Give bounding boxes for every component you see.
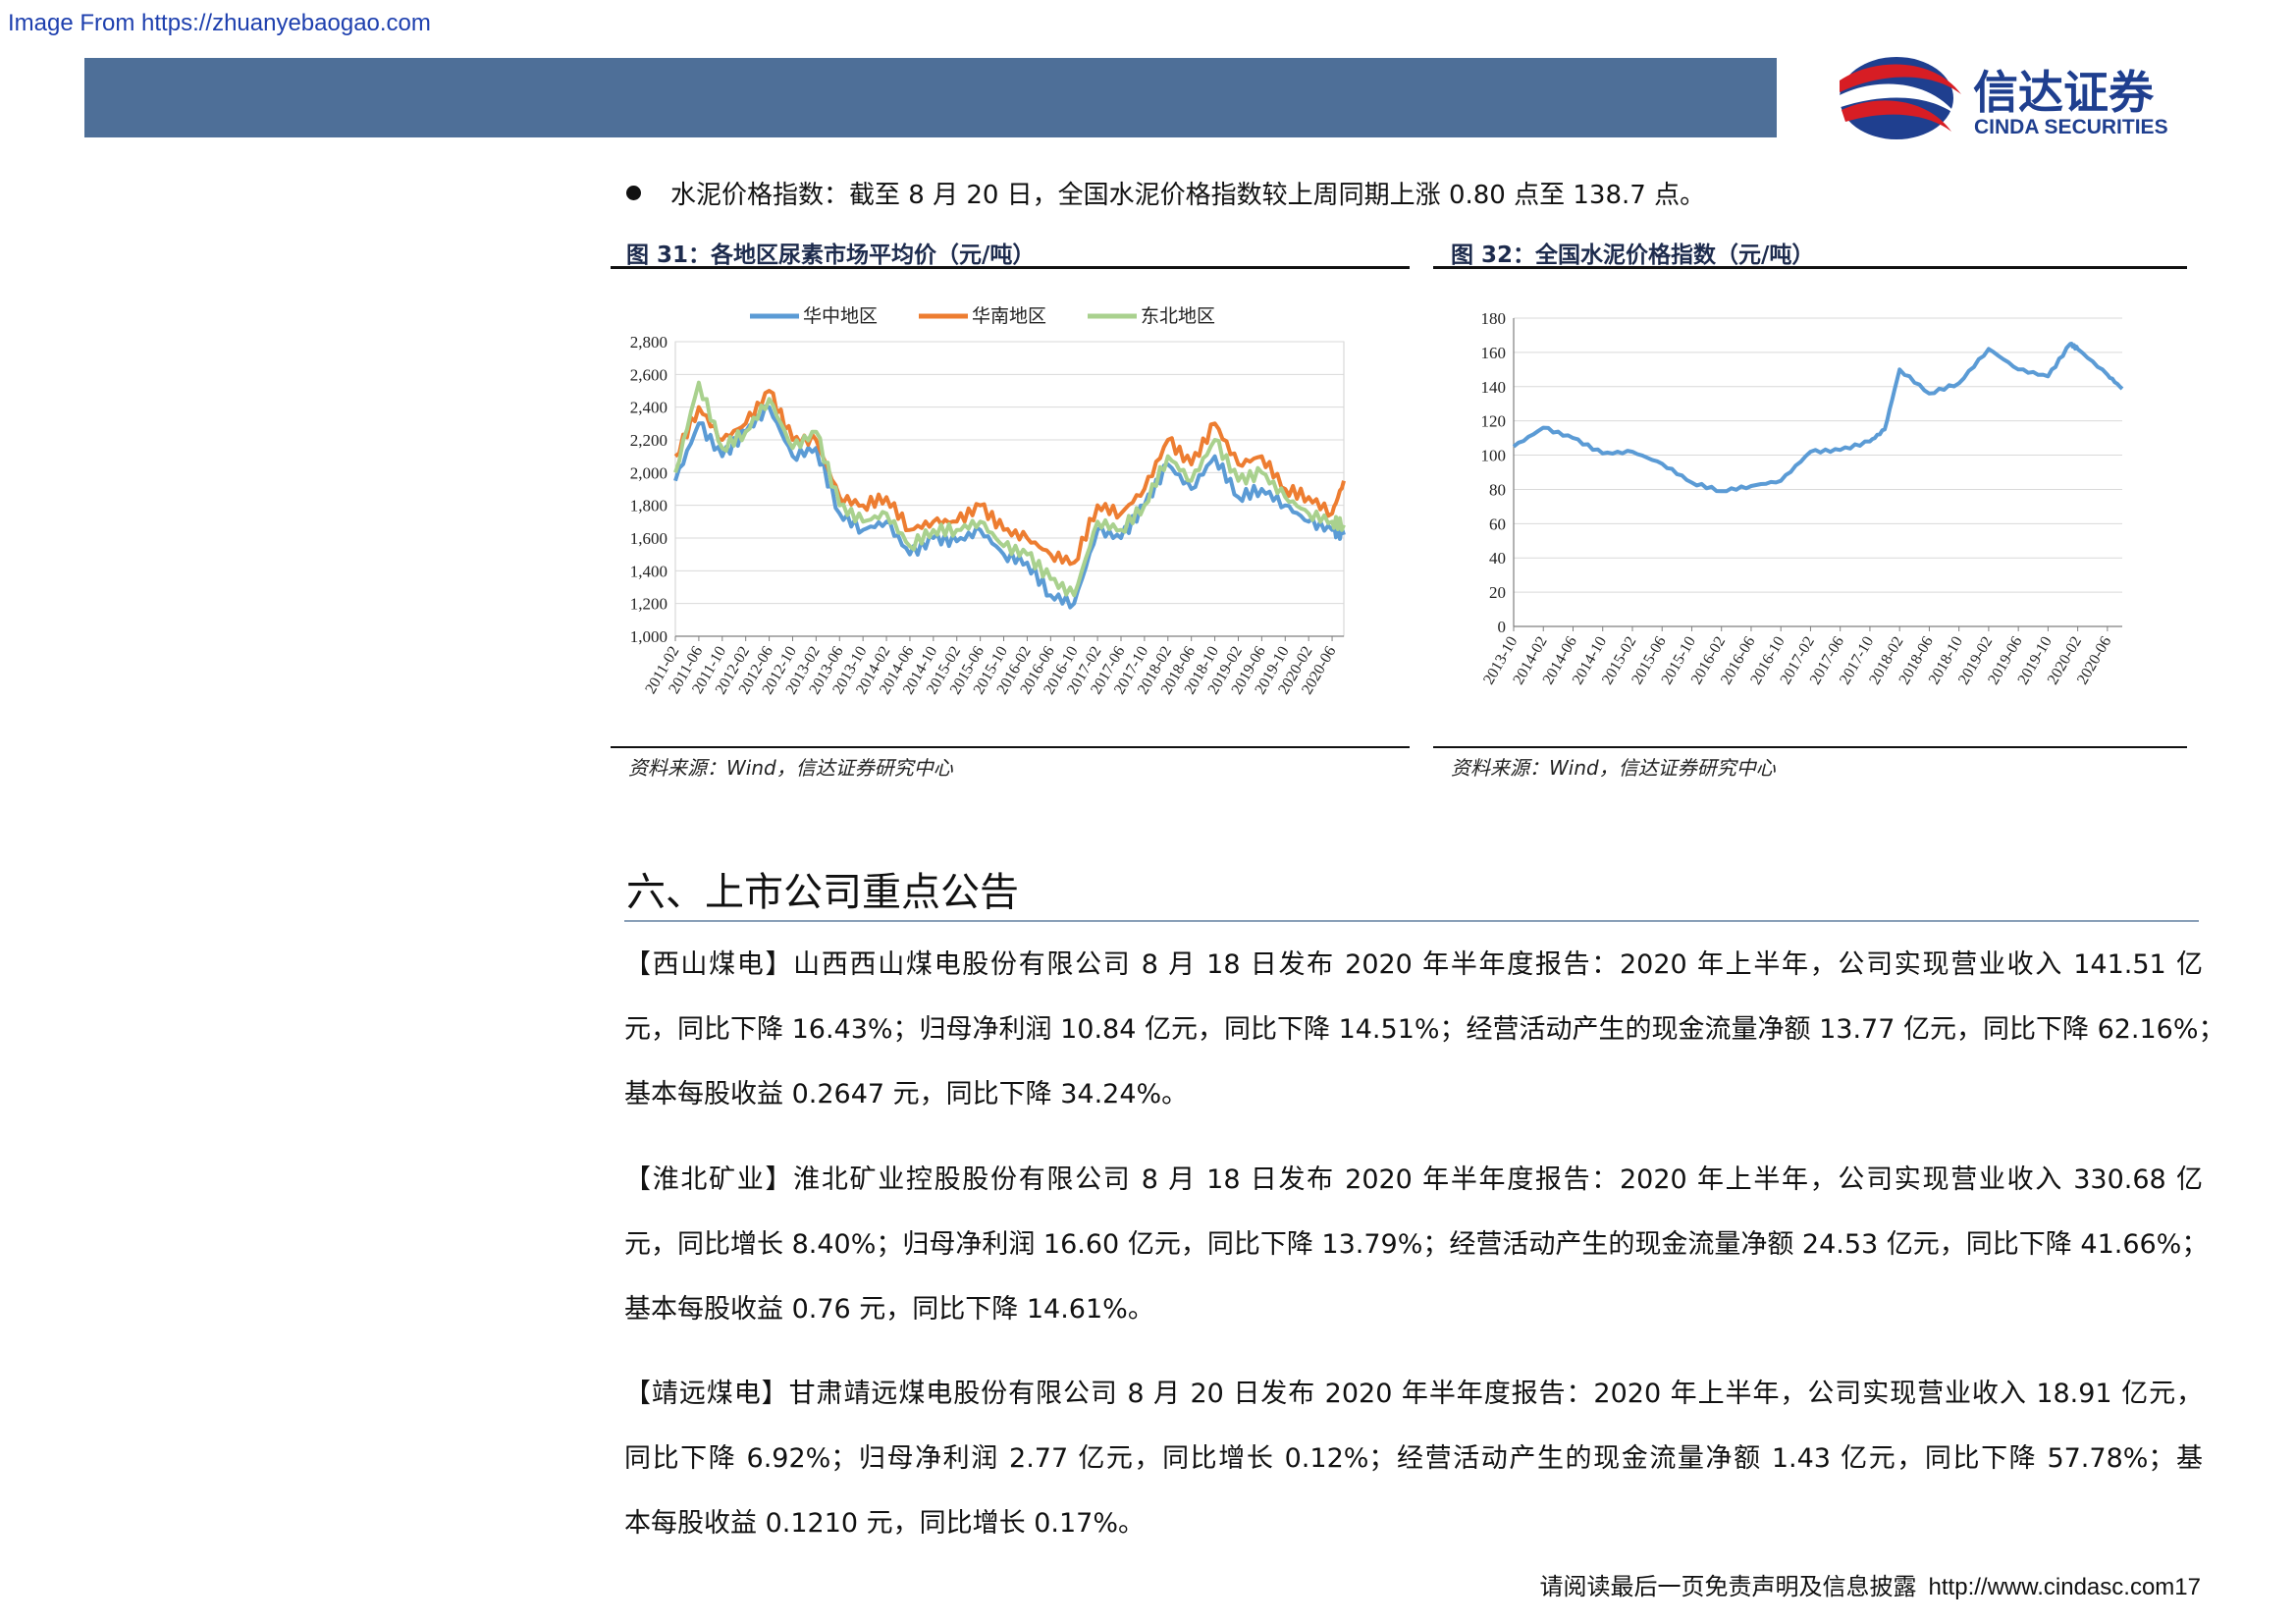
figure-31-source: 资料来源：Wind，信达证券研究中心 [628,756,953,780]
y-tick-label: 40 [1489,549,1506,568]
y-tick-label: 2,000 [630,463,667,482]
y-tick-label: 140 [1481,378,1507,397]
y-tick-label: 80 [1489,480,1506,499]
legend-label: 东北地区 [1141,305,1215,327]
figure-31-title: 图 31：各地区尿素市场平均价（元/吨） [626,243,1036,268]
bullet-text: 水泥价格指数：截至 8 月 20 日，全国水泥价格指数较上周同期上涨 0.80 … [670,181,1706,210]
announcement-line: 基本每股收益 0.2647 元，同比下降 34.24%。 [624,1079,1189,1110]
cinda-logo-mark: 信达证券 CINDA SECURITIES [1838,57,2168,139]
y-tick-label: 0 [1498,618,1507,636]
y-tick-label: 2,400 [630,399,667,417]
footer-disclaimer: 请阅读最后一页免责声明及信息披露 [1539,1573,1917,1600]
announcement-line: 【淮北矿业】淮北矿业控股股份有限公司 8 月 18 日发布 2020 年半年度报… [624,1164,2203,1195]
urea-price-chart: 1,000 1,200 1,400 1,600 1,800 2,000 2,200 2,400… [630,305,1346,697]
announcement-line: 基本每股收益 0.76 元，同比下降 14.61%。 [624,1294,1154,1325]
cement-index-chart: 0204060801001201401601802013-102014-0220… [1480,309,2124,687]
announcement-xishan: 【西山煤电】山西西山煤电股份有限公司 8 月 18 日发布 2020 年半年度报… [624,933,2225,1127]
y-tick-label: 180 [1481,309,1507,328]
y-tick-label: 1,000 [630,627,667,646]
brand-name-en: CINDA SECURITIES [1974,116,2168,138]
series-line [673,389,1346,567]
figure-31-top-rule [611,266,1410,269]
y-tick-label: 20 [1489,583,1506,602]
y-tick-label: 2,800 [630,333,667,352]
page-number: 17 [2174,1574,2201,1600]
announcement-line: 元，同比下降 16.43%；归母净利润 10.84 亿元，同比下降 14.51%… [624,1014,2225,1045]
figure-31-chart: 1,000 1,200 1,400 1,600 1,800 2,000 2,200 2,400… [611,271,1410,746]
series-line [673,404,1346,610]
watermark-text: Image From https://zhuanyebaogao.com [8,10,431,36]
announcement-huaibei: 【淮北矿业】淮北矿业控股股份有限公司 8 月 18 日发布 2020 年半年度报… [624,1148,2209,1342]
footer-url-link[interactable]: http://www.cindasc.com17 [1929,1574,2201,1600]
y-tick-label: 1,200 [630,595,667,614]
brand-name-cn: 信达证券 [1973,66,2155,119]
announcement-line: 元，同比增长 8.40%；归母净利润 16.60 亿元，同比下降 13.79%；… [624,1229,2209,1260]
section-rule [624,920,2199,922]
bullet-dot-icon [626,186,641,200]
legend-label: 华南地区 [972,305,1046,327]
brand-logo: 信达证券 CINDA SECURITIES [1836,51,2248,145]
header-band [84,58,1777,137]
section-title: 六、上市公司重点公告 [626,870,1019,915]
announcement-line: 同比下降 6.92%；归母净利润 2.77 亿元，同比增长 0.12%；经营活动… [624,1443,2203,1474]
footer: 请阅读最后一页免责声明及信息披露 http://www.cindasc.com17 [1540,1567,2201,1601]
y-tick-label: 120 [1481,412,1507,431]
announcement-line: 本每股收益 0.1210 元，同比增长 0.17%。 [624,1508,1145,1539]
announcement-line: 【靖远煤电】甘肃靖远煤电股份有限公司 8 月 20 日发布 2020 年半年度报… [624,1379,2203,1409]
figure-32-source: 资料来源：Wind，信达证券研究中心 [1451,756,1776,780]
y-tick-label: 60 [1489,514,1506,533]
announcement-jingyuan: 【靖远煤电】甘肃靖远煤电股份有限公司 8 月 20 日发布 2020 年半年度报… [624,1362,2203,1556]
figure-31-bottom-rule [611,746,1410,748]
plot-frame [674,341,1345,637]
y-tick-label: 1,400 [630,562,667,580]
figure-32-chart: 0 20 40 60 80 100 120 140 160 180 2013-10 2014-02 20… [1433,271,2187,746]
legend-label: 华中地区 [803,305,878,327]
bullet-cement-index: 水泥价格指数：截至 8 月 20 日，全国水泥价格指数较上周同期上涨 0.80 … [626,175,1705,211]
series-line [673,380,1346,598]
figure-32-top-rule [1433,266,2187,269]
announcement-line: 【西山煤电】山西西山煤电股份有限公司 8 月 18 日发布 2020 年半年度报… [624,949,2203,980]
y-tick-label: 1,800 [630,497,667,515]
figure-32-title: 图 32：全国水泥价格指数（元/吨） [1451,243,1815,268]
y-tick-label: 100 [1481,447,1507,465]
y-tick-label: 2,200 [630,431,667,450]
y-tick-label: 160 [1481,344,1507,362]
y-tick-label: 2,600 [630,365,667,384]
series-line [1512,342,2124,494]
y-tick-label: 1,600 [630,529,667,548]
footer-url[interactable]: http://www.cindasc.com [1928,1574,2175,1600]
figure-32-bottom-rule [1433,746,2187,748]
